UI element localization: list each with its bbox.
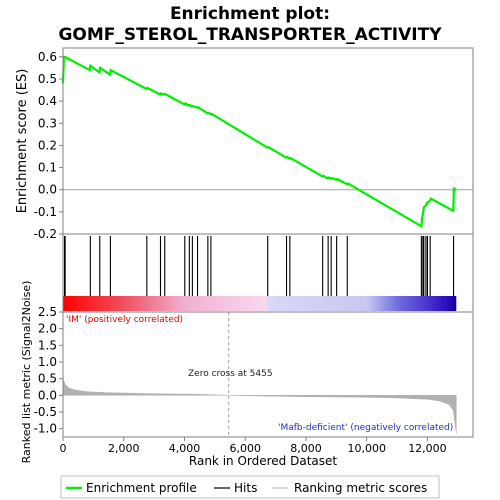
metric-panel: -1.0 -0.5 0.0 0.5 1.0 1.5 2.0 2.5 0 2,000 4,000 6,0… xyxy=(34,305,457,455)
es-y-tick-label: 0.4 xyxy=(38,94,57,108)
hits-panel xyxy=(63,236,457,311)
x-tick-label: 6,000 xyxy=(229,442,261,455)
x-tick-label: 2,000 xyxy=(108,442,140,455)
es-y-tick-label: 0.2 xyxy=(38,138,57,152)
es-y-tick-label: 0.1 xyxy=(38,161,57,175)
metric-y-tick-label: 1.5 xyxy=(38,338,57,352)
zero-cross-label: Zero cross at 5455 xyxy=(188,369,273,379)
metric-y-tick-label: 0.5 xyxy=(38,372,57,386)
negative-correlation-label: 'Mafb-deficient' (negatively correlated) xyxy=(278,423,453,433)
metric-y-tick-label: 1.0 xyxy=(38,355,57,369)
x-tick-label: 12,000 xyxy=(408,442,447,455)
x-tick-label: 8,000 xyxy=(290,442,322,455)
x-tick-label: 10,000 xyxy=(347,442,386,455)
metric-y-tick-label: -0.5 xyxy=(34,405,57,419)
metric-panel-frame xyxy=(62,311,474,438)
es-y-tick-label: -0.1 xyxy=(34,205,57,219)
es-y-tick-label: 0.5 xyxy=(38,72,57,86)
es-panel-frame xyxy=(62,47,474,235)
metric-y-tick-label: 0.0 xyxy=(38,388,57,402)
positive-correlation-label: 'IM' (positively correlated) xyxy=(66,315,183,325)
x-axis-label: Rank in Ordered Dataset xyxy=(189,454,337,468)
legend: Enrichment profile Hits Ranking metric s… xyxy=(60,475,440,499)
es-y-tick-label: 0.6 xyxy=(38,50,57,64)
es-y-tick-label: 0.3 xyxy=(38,116,57,130)
es-y-tick-label: -0.2 xyxy=(34,227,57,241)
legend-hits-label: Hits xyxy=(234,481,257,495)
es-panel: -0.2 -0.1 0.0 0.1 0.2 0.3 0.4 0.5 0.6 xyxy=(34,50,473,241)
metric-y-tick-label: 2.0 xyxy=(38,322,57,336)
metric-y-axis-label: Ranked list metric (Signal2Noise) xyxy=(20,281,33,464)
es-y-tick-label: 0.0 xyxy=(38,183,57,197)
metric-y-tick-label: -1.0 xyxy=(34,422,57,436)
plot-title-line1: Enrichment plot: xyxy=(170,4,330,24)
plot-title-line2: GOMF_STEROL_TRANSPORTER_ACTIVITY xyxy=(58,25,442,45)
ranking-metric-area xyxy=(62,374,457,434)
x-tick-label: 0 xyxy=(60,442,67,455)
x-tick-label: 4,000 xyxy=(169,442,201,455)
legend-frame xyxy=(60,475,440,499)
rank-colorbar xyxy=(63,296,457,311)
legend-metric-label: Ranking metric scores xyxy=(294,481,427,495)
metric-y-tick-label: 2.5 xyxy=(38,305,57,319)
enrichment-profile-line xyxy=(61,55,457,229)
legend-enrichment-label: Enrichment profile xyxy=(86,481,197,495)
es-y-axis-label: Enrichment score (ES) xyxy=(15,69,30,214)
